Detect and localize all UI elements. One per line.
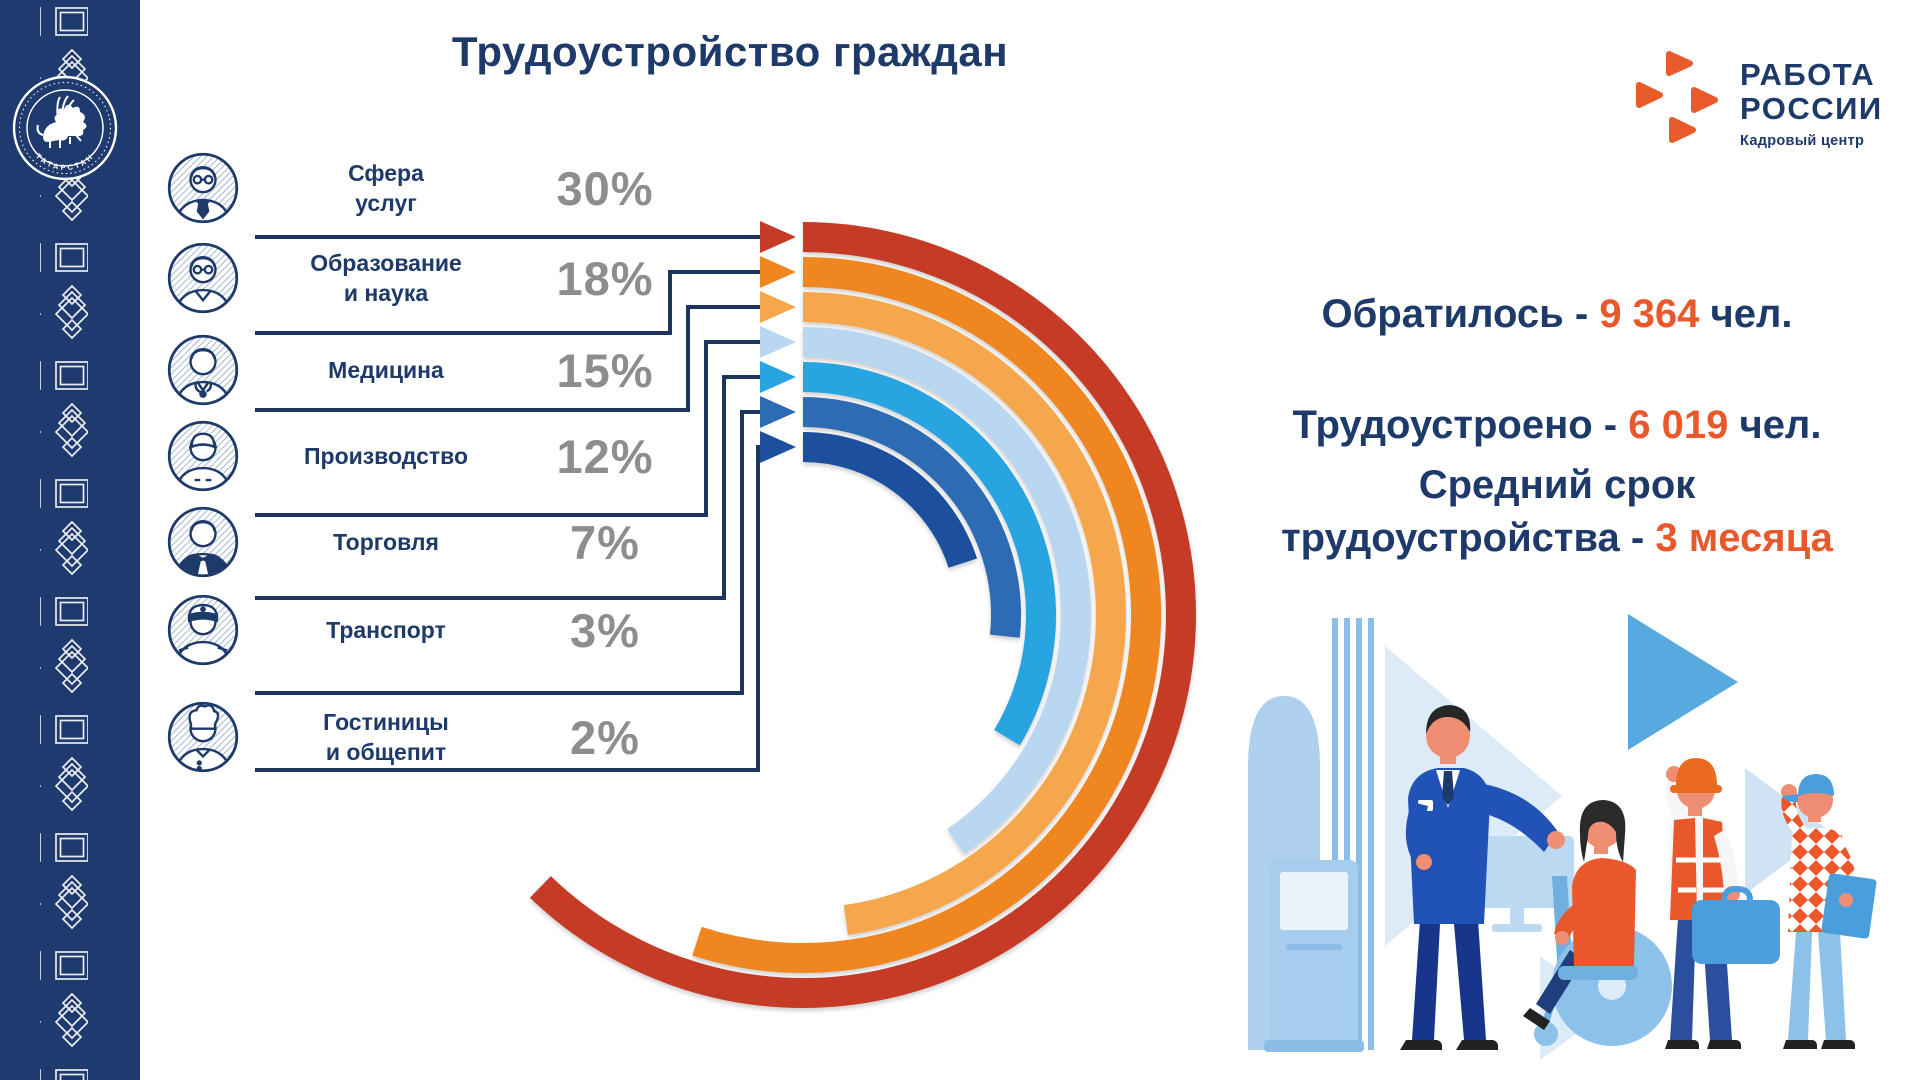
sector-percent: 12%: [556, 429, 654, 483]
stat-avg-term-line1: Средний срок: [1419, 462, 1696, 508]
sector-label-line: Гостиницы: [323, 708, 449, 735]
stat-applied-unit: чел.: [1699, 292, 1793, 336]
stat-applied: Обратилось - 9 364 чел.: [1321, 291, 1792, 337]
play-triangle-shape: [1628, 614, 1738, 750]
page-title: Трудоустройство граждан: [451, 28, 1009, 75]
service-worker-avatar-icon: [166, 151, 240, 225]
arrow-marker-icon: [760, 326, 796, 358]
sector-ring-arc: [802, 432, 978, 568]
stat-employed: Трудоустроено - 6 019 чел.: [1293, 402, 1822, 448]
waiter-avatar-icon: [166, 505, 240, 579]
arrow-marker-icon: [760, 221, 796, 253]
sector-label: Торговля: [252, 500, 520, 584]
stat-applied-label: Обратилось -: [1321, 292, 1600, 336]
winged-leopard-icon: [36, 95, 87, 148]
logo-subtitle: Кадровый центр: [1740, 133, 1865, 150]
sector-label-line: Сфера: [348, 159, 424, 186]
stat-avg-term-line2: трудоустройства - 3 месяца: [1281, 515, 1833, 561]
arrow-marker-icon: [760, 256, 796, 288]
sector-ring-arc: [802, 397, 1021, 638]
employment-illustration: [1248, 614, 1877, 1060]
chef-avatar-icon: [166, 700, 240, 774]
tatarstan-emblem: ТАТАРСТАН: [12, 75, 118, 181]
captain-avatar-icon: [166, 593, 240, 667]
stat-employed-value: 6 019: [1628, 403, 1729, 447]
job-seeker-figure: [1781, 774, 1877, 1049]
sector-label-line: Транспорт: [326, 616, 446, 643]
sector-label-line: услуг: [355, 190, 417, 216]
sector-label: Образование и наука: [252, 236, 520, 320]
sector-percent: 2%: [570, 710, 640, 764]
pale-triangle-shape-2: [1745, 768, 1830, 894]
sector-percent: 7%: [570, 515, 640, 569]
sector-label: Гостиницы и общепит: [252, 695, 520, 779]
sector-label-line: Образование: [310, 249, 462, 276]
sector-percent: 18%: [556, 251, 654, 305]
stat-avg-term-text2: трудоустройства -: [1281, 516, 1656, 560]
stat-employed-label: Трудоустроено -: [1292, 403, 1629, 447]
logo-line-2: РОССИИ: [1740, 91, 1883, 127]
sector-label-line: Медицина: [328, 356, 444, 383]
sector-percent: 30%: [556, 161, 654, 215]
sector-ring-arc: [692, 257, 1162, 973]
arrow-marker-icon: [760, 396, 796, 428]
stat-avg-term-text1: Средний срок: [1418, 463, 1696, 507]
sector-percent: 15%: [556, 343, 654, 397]
sector-label: Сфера услуг: [252, 146, 520, 230]
arrow-marker-icon: [760, 361, 796, 393]
consultant-figure: [1400, 705, 1565, 1050]
sector-label-line: и общепит: [325, 739, 447, 765]
construction-worker-figure: [1665, 758, 1780, 1049]
logo-line-1: РАБОТА: [1740, 57, 1876, 92]
info-kiosk: [1264, 860, 1364, 1052]
arrow-marker-icon: [760, 291, 796, 323]
teacher-avatar-icon: [166, 241, 240, 315]
wheelchair-user-figure: [1523, 800, 1672, 1046]
doctor-avatar-icon: [166, 333, 240, 407]
sector-ring-arc: [802, 362, 1056, 746]
stripe-shapes: [1332, 618, 1374, 1050]
sector-label: Транспорт: [252, 588, 520, 672]
stat-employed-unit: чел.: [1728, 403, 1822, 447]
factory-worker-avatar-icon: [166, 419, 240, 493]
sidebar-ornament: ТАТАРСТАН: [0, 0, 140, 1080]
sector-label-line: Торговля: [333, 528, 439, 555]
arrow-marker-icon: [760, 431, 796, 463]
stat-avg-term-value: 3 месяца: [1655, 516, 1833, 560]
sector-percent: 3%: [570, 603, 640, 657]
rabota-rossii-logo: РАБОТА РОССИИ Кадровый центр: [1628, 42, 1883, 149]
sector-label: Медицина: [252, 328, 520, 412]
sector-label-line: и наука: [343, 280, 429, 306]
sector-label-line: Производство: [303, 442, 469, 469]
sector-ring-arc: [802, 327, 1091, 854]
logo-mark-icon: [1636, 51, 1718, 143]
stat-applied-value: 9 364: [1599, 292, 1700, 336]
monitor: [1462, 836, 1574, 932]
sector-label: Производство: [252, 414, 520, 498]
sector-ring-arc: [802, 292, 1126, 935]
